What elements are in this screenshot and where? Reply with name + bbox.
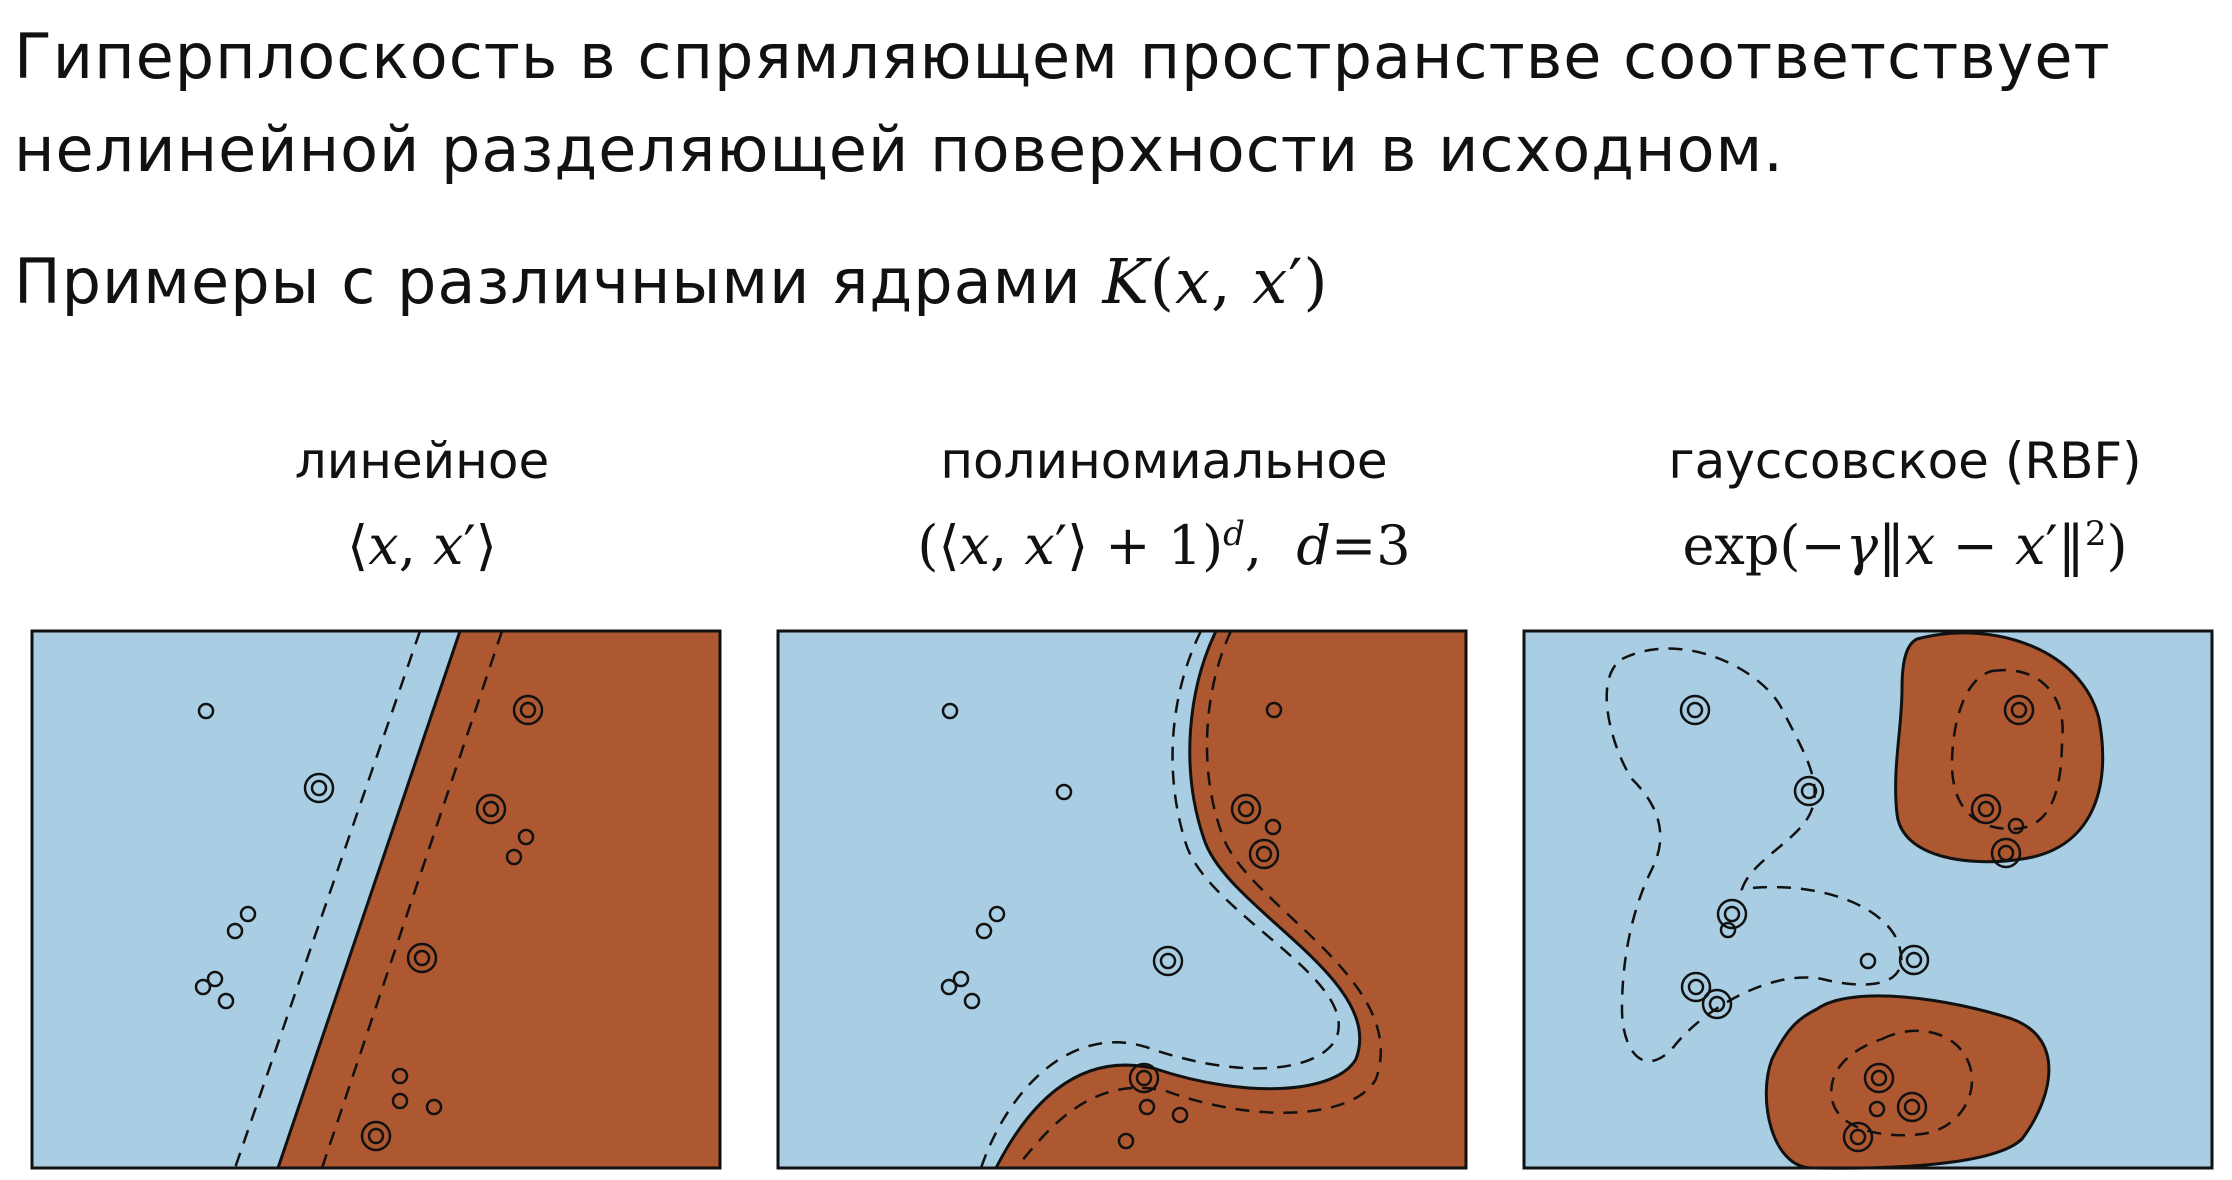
kernel-linear-name: линейное xyxy=(294,432,550,490)
examples-text: Примеры с различными ядрами xyxy=(14,245,1082,318)
examples-heading: Примеры с различными ядрами K(x, x′) xyxy=(14,242,1329,322)
plot-polynomial xyxy=(776,629,1468,1170)
kernel-poly-name: полиномиальное xyxy=(940,432,1388,490)
plot-linear xyxy=(30,629,722,1170)
kernel-rbf-name: гауссовское (RBF) xyxy=(1668,432,2142,490)
plot-rbf xyxy=(1522,629,2214,1170)
kernel-poly-formula: (⟨x, x′⟩ + 1)d, d=3 xyxy=(917,514,1411,577)
kernel-rbf-formula: exp(−γ‖x − x′‖2) xyxy=(1682,514,2128,577)
examples-formula: K(x, x′) xyxy=(1102,245,1329,318)
intro-paragraph: Гиперплоскость в спрямляющем пространств… xyxy=(14,20,2111,186)
kernel-linear-formula: ⟨x, x′⟩ xyxy=(347,514,497,577)
